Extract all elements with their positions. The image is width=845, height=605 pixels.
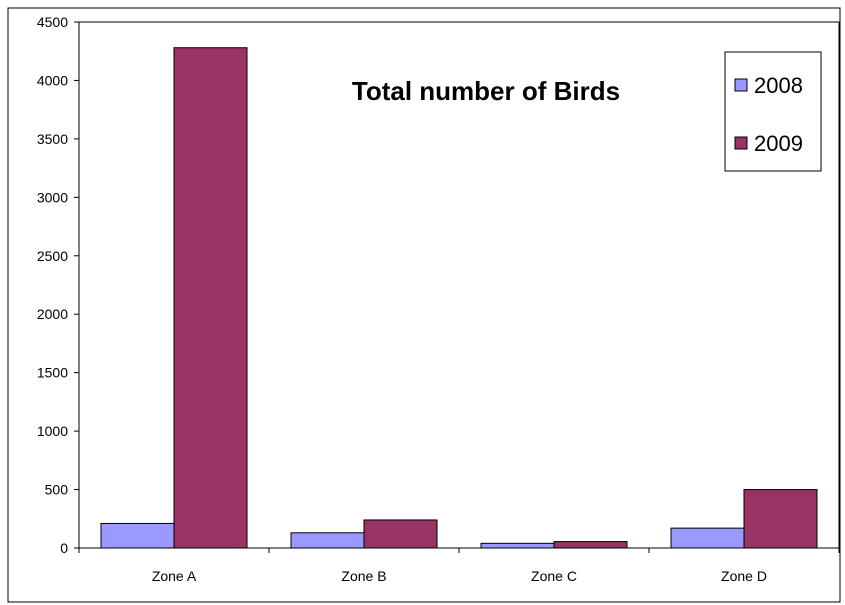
x-axis: Zone A Zone B Zone C Zone D: [78, 548, 840, 584]
chart-title: Total number of Birds: [352, 76, 620, 106]
y-tick-label: 4000: [37, 72, 68, 88]
legend-swatch-2008: [734, 78, 748, 92]
bar-2008-zone-d: [670, 527, 745, 549]
legend-label-2009: 2009: [754, 131, 803, 156]
bar-2008-zone-b: [290, 532, 365, 549]
legend-box: [724, 51, 822, 172]
legend-label-2008: 2008: [754, 73, 803, 98]
bar-2009-zone-a: [173, 47, 248, 549]
bar-2008-zone-c: [480, 542, 555, 549]
bar-2009-zone-d: [743, 489, 818, 549]
y-tick-label: 2500: [37, 248, 68, 264]
y-tick-label: 4500: [37, 14, 68, 30]
y-tick-label: 1500: [37, 365, 68, 381]
legend: 2008 2009: [724, 51, 822, 172]
y-tick-label: 3000: [37, 189, 68, 205]
bar-2008-zone-a: [100, 522, 175, 549]
y-axis: 0 500 1000 1500 2000 2500 3000 3500 4000 4500: [37, 14, 79, 556]
x-tick-label: Zone C: [531, 568, 577, 584]
y-tick-label: 0: [60, 540, 68, 556]
legend-swatch-2009: [734, 136, 748, 150]
y-tick-label: 1000: [37, 423, 68, 439]
bars-group: [100, 47, 818, 549]
y-tick-label: 2000: [37, 306, 68, 322]
x-tick-label: Zone B: [341, 568, 386, 584]
y-tick-label: 500: [45, 482, 69, 498]
x-tick-label: Zone D: [721, 568, 767, 584]
bar-2009-zone-b: [363, 519, 438, 549]
x-tick-label: Zone A: [152, 568, 197, 584]
bar-2009-zone-c: [553, 541, 628, 549]
y-tick-label: 3500: [37, 131, 68, 147]
